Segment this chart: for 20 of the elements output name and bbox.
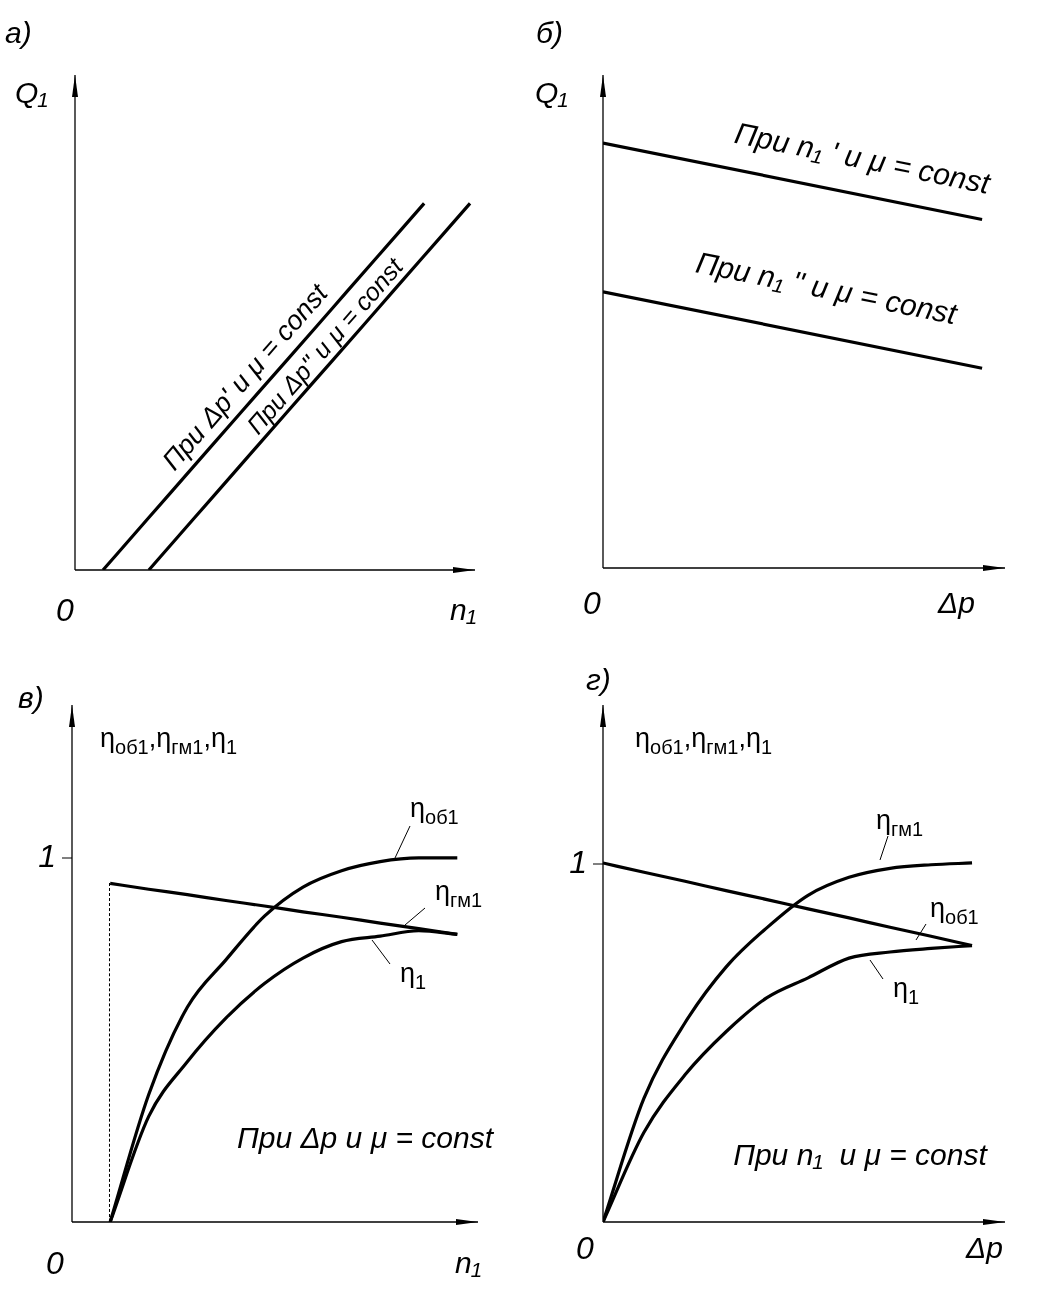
x-axis-title: Δp <box>937 586 975 620</box>
text: При n₁ ' и μ = const <box>732 116 995 200</box>
annotation: При Δp и μ = const <box>237 1121 495 1155</box>
y-axis-title: Q₁ <box>15 76 48 110</box>
x-axis-title: n₁ <box>455 1246 482 1280</box>
chart-title: а) <box>5 16 32 50</box>
text: При n₁ '' и μ = const <box>693 245 962 331</box>
x-axis-title: n₁ <box>450 593 477 627</box>
text: 0 <box>56 591 75 628</box>
chart-title: б) <box>536 16 563 50</box>
text: 0 <box>46 1244 65 1281</box>
text: 0 <box>583 584 602 621</box>
text: 0 <box>576 1229 595 1266</box>
annotation: При n₁ и μ = const <box>733 1138 989 1172</box>
chart-title: г) <box>586 663 611 697</box>
chart-title: в) <box>18 681 44 715</box>
x-axis-title: Δp <box>965 1231 1003 1265</box>
y-axis-title: Q₁ <box>535 76 568 110</box>
text: 1 <box>38 837 56 874</box>
text: 1 <box>569 843 587 880</box>
